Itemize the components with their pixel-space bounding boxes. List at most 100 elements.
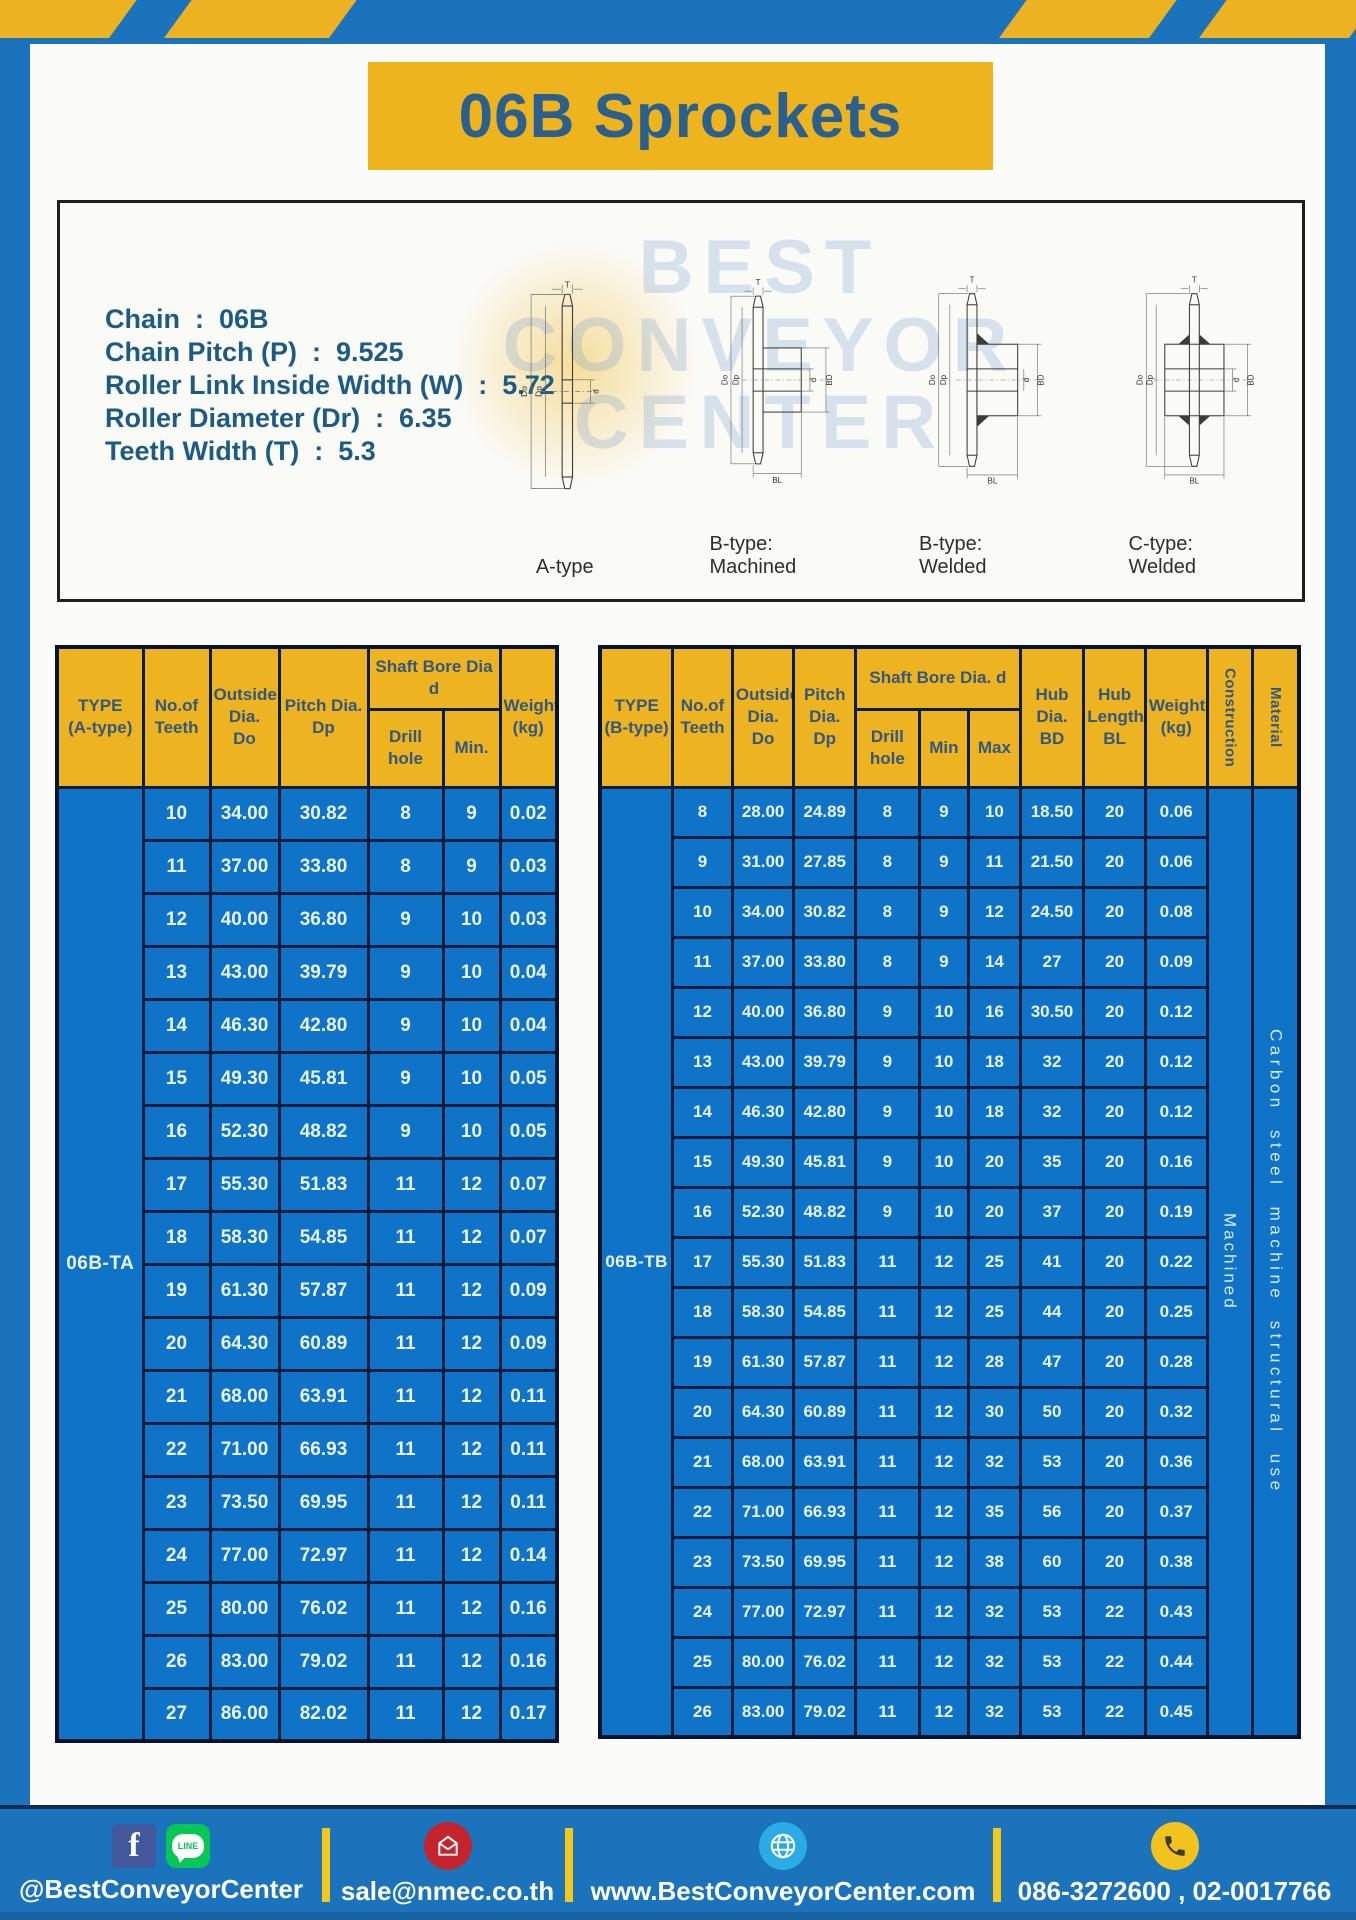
table-cell: 9	[917, 885, 971, 939]
spec-lines: Chain : 06B Chain Pitch (P) : 9.525 Roller…	[105, 303, 555, 468]
table-cell: 71.00	[730, 1485, 796, 1539]
table-cell: 52.30	[730, 1185, 796, 1239]
table-cell: 0.14	[498, 1527, 559, 1584]
svg-text:Do: Do	[1135, 374, 1144, 385]
table-row: 24 77.00 72.97 11 12 32 53 22 0.43	[600, 1585, 1299, 1639]
table-cell: 60.89	[792, 1385, 858, 1439]
table-cell: 23	[671, 1535, 734, 1589]
table-cell: 0.25	[1143, 1285, 1209, 1339]
table-cell: 0.12	[1143, 1035, 1209, 1089]
table-cell: 0.03	[498, 891, 559, 948]
line-bubble: LINE	[172, 1834, 204, 1863]
table-cell: 22	[1082, 1635, 1147, 1689]
col-header-drill-hole: Drill hole	[366, 707, 445, 789]
sheet: 06B Sprockets BEST CONVEYOR CENTER Chain…	[30, 44, 1325, 1805]
table-cell: 69.95	[277, 1474, 370, 1531]
table-cell: 26	[141, 1633, 212, 1690]
table-cell: 0.04	[498, 944, 559, 1001]
table-cell: 18	[671, 1285, 734, 1339]
table-cell: 15	[671, 1135, 734, 1189]
table-a-type: TYPE (A-type) No.of Teeth Outside Dia. D…	[55, 645, 559, 1743]
table-cell: 20	[1082, 885, 1147, 939]
table-cell: 76.02	[277, 1580, 370, 1637]
spec-line: Roller Diameter (Dr) : 6.35	[105, 403, 452, 433]
table-row: 06B-TB 8 28.00 24.89 8 9 10 18.50 20 0.06 Machined…	[598, 785, 1301, 1739]
table-cell: 49.30	[730, 1135, 796, 1189]
table-cell: 22	[1082, 1685, 1147, 1739]
table-cell: 55.30	[208, 1156, 281, 1213]
table-cell: 32	[967, 1685, 1022, 1739]
table-cell: 39.79	[792, 1035, 858, 1089]
phone-icon	[1150, 1822, 1199, 1870]
table-cell: 0.44	[1143, 1635, 1209, 1689]
table-cell: 27	[1018, 935, 1086, 989]
svg-text:BD: BD	[825, 374, 834, 385]
table-row: 17 55.30 51.83 11 12 25 41 20 0.22	[600, 1235, 1299, 1289]
table-cell: 14	[141, 997, 212, 1054]
table-cell: 0.09	[498, 1262, 559, 1319]
table-cell: 49.30	[208, 1050, 281, 1107]
svg-text:T: T	[755, 278, 760, 287]
table-cell: 35	[1018, 1135, 1086, 1189]
svg-text:Dp: Dp	[939, 374, 948, 385]
table-cell: 25	[967, 1285, 1022, 1339]
table-cell: 0.16	[1143, 1135, 1209, 1189]
col-header-teeth: No.of Teeth	[141, 645, 212, 789]
table-row: 06B-TA 10 34.00 30.82 8 9 0.02	[55, 785, 559, 1743]
table-cell: 10	[917, 1135, 971, 1189]
table-cell: 25	[141, 1580, 212, 1637]
table-row: 26 83.00 79.02 11 12 32 53 22 0.45	[600, 1685, 1299, 1739]
table-cell: 8	[854, 835, 921, 889]
table-cell: 9	[441, 785, 502, 842]
svg-text:BL: BL	[1189, 477, 1199, 486]
table-cell: 36.80	[792, 985, 858, 1039]
table-cell: 0.36	[1143, 1435, 1209, 1489]
table-row: 16 52.30 48.82 9 10 20 37 20 0.19	[600, 1185, 1299, 1239]
table-cell: 13	[141, 944, 212, 1001]
table-cell: 12	[917, 1235, 971, 1289]
table-cell: 11	[854, 1685, 921, 1739]
table-cell: 20	[1082, 1185, 1147, 1239]
table-row: 19 61.30 57.87 11 12 28 47 20 0.28	[600, 1335, 1299, 1389]
table-cell: 11	[854, 1485, 921, 1539]
yellow-stripe	[1199, 0, 1356, 38]
table-cell: 11	[366, 1315, 445, 1372]
table-cell: 64.30	[208, 1315, 281, 1372]
social-handle: @BestConveyorCenter	[19, 1874, 303, 1904]
table-cell: 83.00	[730, 1685, 796, 1739]
table-cell: 20	[1082, 1485, 1147, 1539]
table-cell: 14	[967, 935, 1022, 989]
facebook-icon: f	[112, 1824, 156, 1868]
table-cell: 57.87	[277, 1262, 370, 1319]
col-header-min: Min.	[441, 707, 502, 789]
table-cell: 11	[366, 1209, 445, 1266]
table-row: 18 58.30 54.85 11 12 25 44 20 0.25	[600, 1285, 1299, 1339]
table-cell: 86.00	[208, 1686, 281, 1743]
table-b-body: 06B-TB 8 28.00 24.89 8 9 10 18.50 20 0.06 Machined…	[598, 785, 1301, 1739]
table-cell: 11	[366, 1262, 445, 1319]
table-cell: 34.00	[208, 785, 281, 842]
table-cell: 79.02	[792, 1685, 858, 1739]
table-cell: 54.85	[792, 1285, 858, 1339]
table-cell: 63.91	[277, 1368, 370, 1425]
drawing-c-type-welded: T Do Dp d BD BL	[1129, 227, 1259, 579]
table-cell: 12	[141, 891, 212, 948]
table-cell: 9	[854, 1185, 921, 1239]
spec-line: Chain : 06B	[105, 304, 269, 334]
table-cell: 24.89	[792, 785, 858, 839]
table-cell: 9	[917, 785, 971, 839]
table-cell: 40.00	[208, 891, 281, 948]
col-header-teeth: No.of Teeth	[671, 645, 734, 789]
footer-divider	[993, 1827, 1001, 1902]
table-cell: 19	[141, 1262, 212, 1319]
table-cell: 12	[671, 985, 734, 1039]
table-cell: 22	[1082, 1585, 1147, 1639]
table-cell: 11	[854, 1635, 921, 1689]
table-cell: 0.43	[1143, 1585, 1209, 1639]
table-cell: 43.00	[208, 944, 281, 1001]
table-cell: 32	[967, 1635, 1022, 1689]
table-cell: 18.50	[1018, 785, 1086, 839]
table-row: 25 80.00 76.02 11 12 32 53 22 0.44	[600, 1635, 1299, 1689]
table-cell: 46.30	[208, 997, 281, 1054]
table-row: 16 52.30 48.82 9 10 0.05	[57, 1103, 559, 1160]
